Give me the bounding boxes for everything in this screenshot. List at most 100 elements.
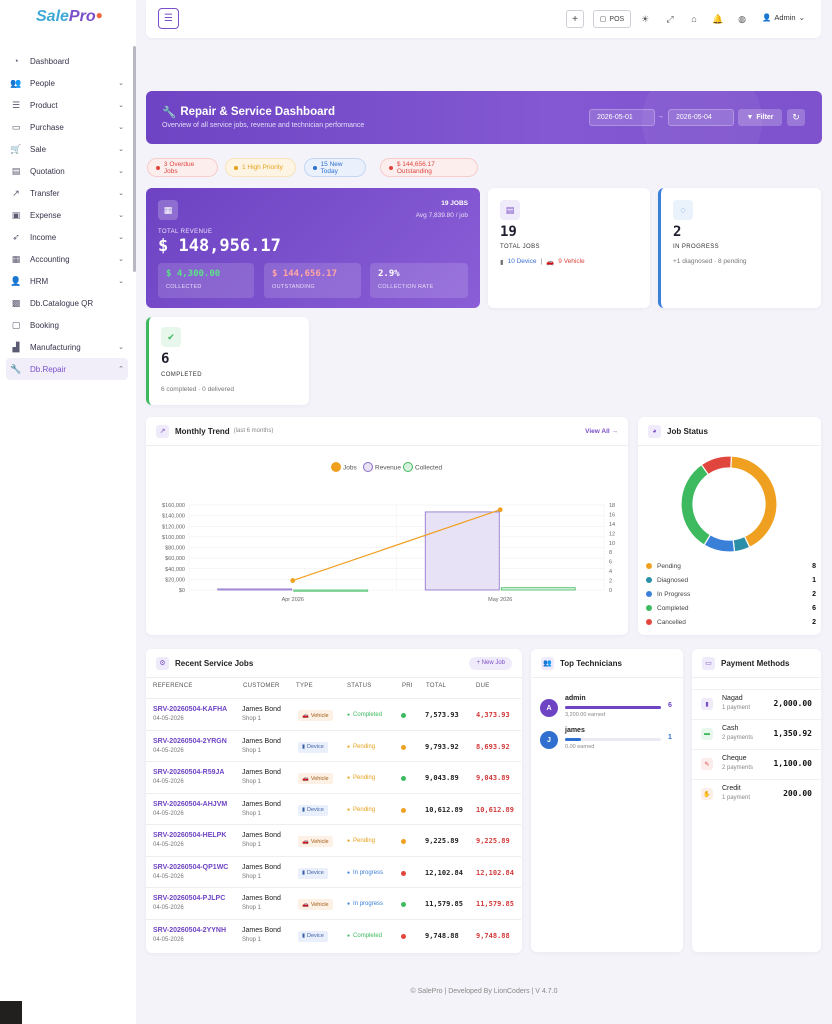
x-tick-label: Apr 2026 [282, 597, 304, 603]
legend-label-revenue: Revenue [375, 465, 401, 472]
sidebar-item-db-catalogue-qr[interactable]: ▩ Db.Catalogue QR [6, 292, 128, 314]
sidebar-item-transfer[interactable]: ↗ Transfer ⌄ [6, 182, 128, 204]
sidebar-item-label: Db.Repair [30, 364, 67, 374]
table-row[interactable]: SRV-20260504-R59JA 04-05-2026 James Bond Sh… [146, 761, 521, 793]
y-right-tick-label: 12 [609, 531, 615, 537]
bar-revenue[interactable] [424, 511, 500, 591]
view-all-link[interactable]: View All → [585, 427, 618, 435]
calculator-icon: ▦ [11, 253, 21, 264]
table-row[interactable]: SRV-20260504-KAFHA 04-05-2026 James Bond Sh… [146, 698, 521, 730]
legend-dot [646, 605, 652, 611]
sidebar-item-manufacturing[interactable]: ▟ Manufacturing ⌄ [6, 336, 128, 358]
status-dot-icon: ● [347, 743, 351, 750]
job-reference-link[interactable]: SRV-20260504-PJLPC [153, 895, 226, 902]
user-menu[interactable]: 👤 Admin ⌄ [762, 13, 805, 22]
sidebar-item-quotation[interactable]: ▤ Quotation ⌄ [6, 160, 128, 182]
sidebar-item-accounting[interactable]: ▦ Accounting ⌄ [6, 248, 128, 270]
page-subtitle: Overview of all service jobs, revenue an… [162, 122, 365, 129]
job-type-badge: 🚗 Vehicle [298, 773, 333, 784]
filter-button[interactable]: ▼ Filter [738, 109, 782, 126]
menu-toggle-button[interactable]: ☰ [158, 8, 179, 29]
job-reference-link[interactable]: SRV-20260504-2YRGN [153, 737, 227, 745]
technician-earned: 0.00 earned [565, 744, 595, 750]
job-reference-link[interactable]: SRV-20260504-KAFHA [153, 706, 228, 713]
alert-pill[interactable]: 15 New Today [304, 158, 366, 177]
job-due: 4,373.93 [476, 711, 510, 719]
refresh-button[interactable]: ↻ [787, 109, 805, 126]
job-reference-link[interactable]: SRV-20260504-AHJVM [153, 800, 228, 808]
date-to-input[interactable]: 2026-05-04 [668, 109, 734, 126]
table-row[interactable]: SRV-20260504-AHJVM 04-05-2026 James Bond Sh… [146, 792, 521, 825]
alert-pill[interactable]: 1 High Priority [225, 158, 296, 177]
fullscreen-icon[interactable]: ⤢ [666, 13, 674, 24]
customer-shop: Shop 1 [242, 810, 262, 817]
job-reference-link[interactable]: SRV-20260504-R59JA [153, 769, 225, 776]
outstanding-label: OUTSTANDING [272, 284, 315, 290]
new-job-button[interactable]: + New Job [469, 656, 512, 670]
status-legend-item: Completed 6 [646, 601, 816, 615]
legend-swatch-collected[interactable] [403, 462, 413, 472]
car-icon: 🚗 [302, 775, 309, 782]
sidebar-item-purchase[interactable]: ▭ Purchase ⌄ [6, 116, 128, 138]
legend-dot [646, 577, 652, 583]
revenue-label: TOTAL REVENUE [158, 229, 213, 235]
add-button[interactable]: + [566, 10, 584, 28]
sidebar-item-db-repair[interactable]: 🔧 Db.Repair ⌃ [6, 358, 128, 380]
dot-icon [156, 165, 160, 170]
sidebar-item-label: Expense [30, 210, 62, 220]
table-row[interactable]: SRV-20260504-PJLPC 04-05-2026 James Bond Sh… [146, 887, 521, 919]
point-jobs[interactable] [290, 578, 296, 583]
sidebar-item-booking[interactable]: ▢ Booking [6, 314, 128, 336]
legend-swatch-jobs[interactable] [331, 462, 341, 472]
customer-shop: Shop 1 [242, 905, 262, 911]
device-icon: ▮ [302, 933, 306, 939]
bar-revenue[interactable] [217, 588, 293, 591]
donut-slice-pending[interactable] [730, 455, 778, 549]
sidebar-item-dashboard[interactable]: ◔ Dashboard [6, 50, 128, 72]
sidebar-scrollbar[interactable] [133, 46, 136, 272]
table-row[interactable]: SRV-20260504-QP1WC 04-05-2026 James Bond Sh… [146, 855, 521, 888]
people-icon: 👥 [10, 77, 22, 88]
pos-button[interactable]: ▢ POS [593, 10, 631, 28]
job-reference-link[interactable]: SRV-20260504-QP1WC [153, 863, 229, 871]
chevron-icon: ⌄ [118, 124, 124, 131]
bar-collected[interactable] [293, 589, 369, 592]
refresh-icon: ↻ [792, 112, 800, 122]
alert-pill[interactable]: $ 144,656.17 Outstanding [380, 158, 478, 177]
bar-collected[interactable] [500, 587, 576, 591]
status-dot-icon: ● [347, 775, 351, 781]
payment-method-count: 1 payment [722, 705, 751, 711]
donut-slice-completed[interactable] [680, 463, 712, 546]
table-row[interactable]: SRV-20260504-HELPK 04-05-2026 James Bond Sh… [146, 824, 521, 856]
priority-dot [401, 713, 406, 718]
sidebar-item-hrm[interactable]: 👤 HRM ⌄ [6, 270, 128, 292]
sidebar-item-product[interactable]: ☰ Product ⌄ [6, 94, 128, 116]
globe-icon[interactable]: ◍ [738, 13, 746, 24]
sidebar-item-people[interactable]: 👥 People ⌄ [6, 72, 128, 94]
y-right-tick-label: 6 [609, 560, 612, 566]
donut-slice-cancelled[interactable] [700, 455, 733, 476]
table-row[interactable]: SRV-20260504-2YRGN 04-05-2026 James Bond Sh… [146, 729, 521, 762]
bell-icon[interactable]: 🔔 [712, 13, 724, 24]
date-from-input[interactable]: 2026-05-01 [589, 109, 655, 126]
users-icon: 👤 [10, 275, 22, 286]
job-reference-link[interactable]: SRV-20260504-HELPK [153, 832, 227, 839]
sidebar-item-sale[interactable]: 🛒 Sale ⌄ [6, 138, 128, 160]
point-jobs[interactable] [497, 507, 503, 513]
alert-pill[interactable]: 3 Overdue Jobs [147, 158, 218, 177]
sidebar-item-income[interactable]: ➶ Income ⌄ [6, 226, 128, 248]
job-reference-link[interactable]: SRV-20260504-2YYNH [153, 926, 227, 934]
legend-swatch-revenue[interactable] [363, 462, 373, 472]
basket-icon[interactable]: ⌂ [691, 14, 697, 24]
sidebar-item-expense[interactable]: ▣ Expense ⌄ [6, 204, 128, 226]
outstanding-value: $ 144,656.17 [272, 269, 338, 279]
app-logo[interactable]: SalePro● [36, 8, 103, 25]
job-date: 04-05-2026 [153, 873, 184, 880]
chevron-icon: ⌄ [118, 80, 124, 87]
theme-icon[interactable]: ☀ [640, 13, 650, 24]
revenue-amount: $ 148,956.17 [158, 236, 281, 256]
total-jobs-label: TOTAL JOBS [500, 244, 540, 250]
table-row[interactable]: SRV-20260504-2YYNH 04-05-2026 James Bond Sh… [146, 918, 521, 951]
